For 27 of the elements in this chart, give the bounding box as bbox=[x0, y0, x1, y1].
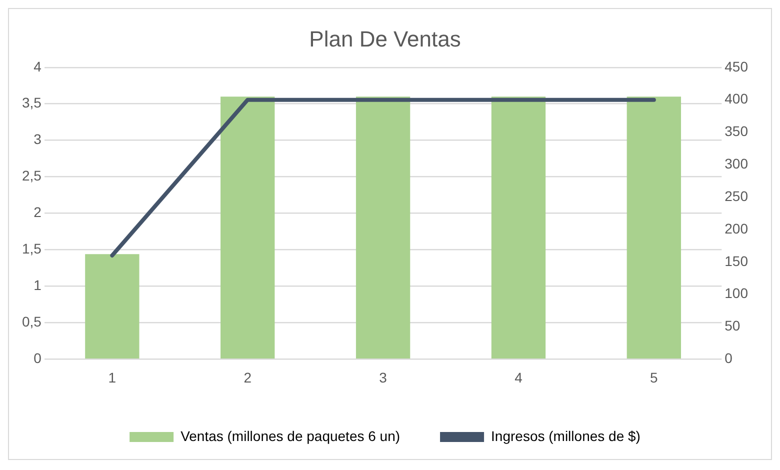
y2-tick-label: 100 bbox=[724, 285, 748, 302]
y-tick-label: 0 bbox=[34, 350, 42, 366]
x-tick-label: 1 bbox=[108, 369, 116, 386]
y-tick-label: 2,5 bbox=[22, 168, 42, 184]
y-tick-label: 3 bbox=[34, 131, 42, 148]
y-tick-label: 0,5 bbox=[22, 314, 42, 330]
y-tick-label: 1 bbox=[34, 277, 42, 294]
y-tick-label: 4 bbox=[34, 58, 42, 74]
x-tick-label: 3 bbox=[379, 369, 388, 386]
y2-tick-label: 400 bbox=[724, 90, 748, 107]
y-tick-label: 1,5 bbox=[22, 240, 42, 257]
y-tick-label: 2 bbox=[34, 204, 42, 220]
legend-label: Ventas (millones de paquetes 6 un) bbox=[180, 428, 400, 444]
y2-tick-label: 350 bbox=[724, 123, 748, 140]
x-tick-label: 5 bbox=[650, 369, 658, 386]
y2-tick-label: 300 bbox=[724, 156, 748, 172]
x-tick-label: 2 bbox=[244, 369, 252, 386]
y-tick-label: 3,5 bbox=[22, 94, 42, 111]
y2-tick-label: 250 bbox=[724, 188, 748, 204]
x-tick-label: 4 bbox=[514, 369, 523, 386]
y2-tick-label: 0 bbox=[724, 350, 733, 366]
chart-title: Plan De Ventas bbox=[309, 26, 461, 52]
y2-tick-label: 150 bbox=[724, 252, 748, 269]
y2-tick-label: 200 bbox=[724, 220, 748, 236]
y2-tick-label: 50 bbox=[724, 318, 740, 334]
y2-tick-label: 450 bbox=[724, 58, 748, 74]
legend-label: Ingresos (millones de $) bbox=[491, 428, 640, 444]
